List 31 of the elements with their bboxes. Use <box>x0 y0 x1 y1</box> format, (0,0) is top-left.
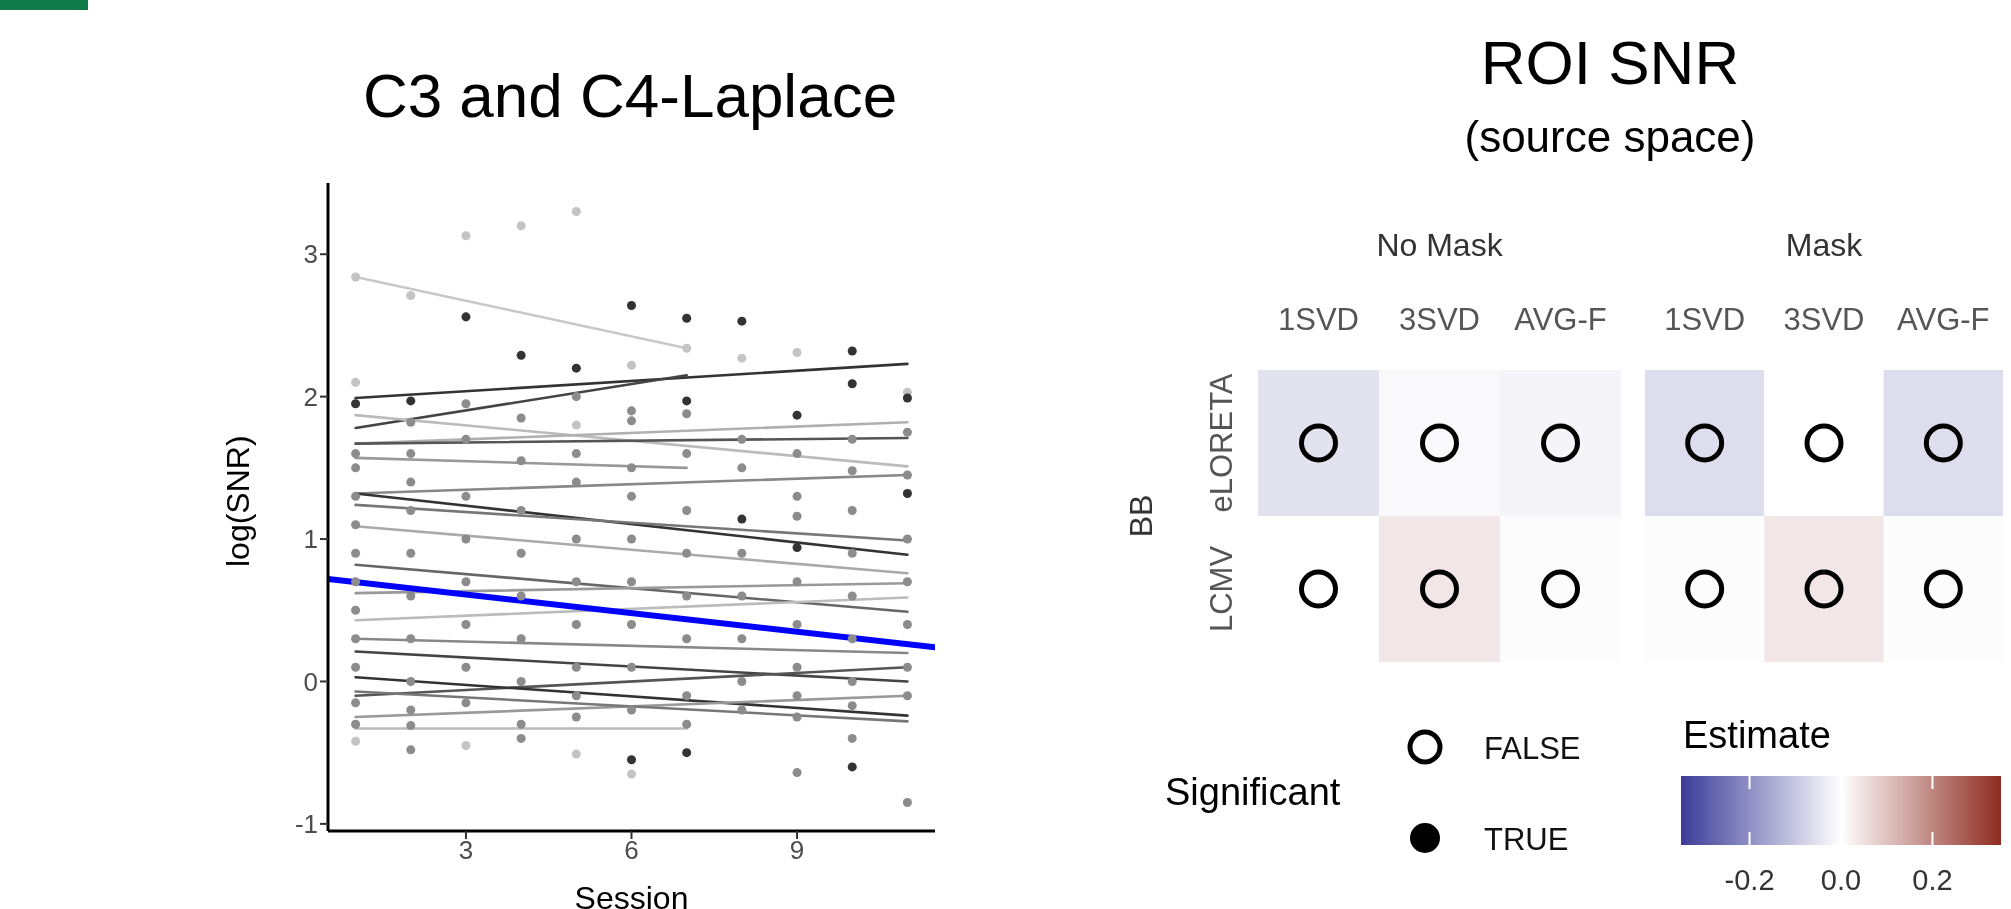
chart-title: C3 and C4-Laplace <box>361 60 899 131</box>
color-bar-label: 0.2 <box>1912 864 1953 896</box>
x-tick-label: 3SVD <box>1783 302 1865 337</box>
text: (source space) <box>1464 112 1756 161</box>
x-tick-label: 1SVD <box>1278 302 1359 337</box>
x-tick-label: AVG-F <box>1514 302 1607 337</box>
y-tick-label: 2 <box>303 381 318 412</box>
color-bar-label: -0.2 <box>1724 864 1775 896</box>
y-tick-label: -1 <box>294 809 318 840</box>
text: FALSE <box>1484 731 1581 766</box>
y-axis-title: BB <box>1123 494 1159 538</box>
x-tick-label: 9 <box>789 835 805 866</box>
y-tick-label: eLORETA <box>1204 373 1239 513</box>
x-tick-label: 3 <box>458 835 474 866</box>
y-tick-label: 1 <box>303 524 318 555</box>
x-tick-label: 6 <box>624 835 639 866</box>
y-tick-label: LCMV <box>1204 545 1239 633</box>
text: No Mask <box>1376 227 1504 263</box>
color-bar-label: 0.0 <box>1820 864 1862 896</box>
x-axis-title: Session <box>574 880 689 909</box>
x-tick-label: AVG-F <box>1897 302 1990 337</box>
text: Significant <box>1165 771 1341 813</box>
text: Mask <box>1785 227 1864 263</box>
y-tick-label: 0 <box>303 666 318 697</box>
x-tick-label: 3SVD <box>1399 302 1480 337</box>
text: ROI SNR <box>1480 28 1740 97</box>
y-tick-label: 3 <box>303 239 318 270</box>
text: TRUE <box>1484 822 1569 857</box>
x-tick-label: 1SVD <box>1664 302 1746 337</box>
color-bar-title: Estimate <box>1683 714 1831 756</box>
y-axis-title: log(SNR) <box>220 435 257 567</box>
